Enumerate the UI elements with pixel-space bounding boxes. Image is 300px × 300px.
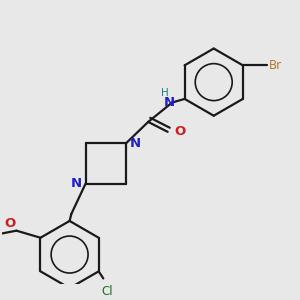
Text: O: O xyxy=(4,217,16,230)
Text: Cl: Cl xyxy=(102,285,113,298)
Text: H: H xyxy=(160,88,168,98)
Text: O: O xyxy=(174,125,185,138)
Text: N: N xyxy=(164,96,175,109)
Text: N: N xyxy=(71,177,82,190)
Text: Br: Br xyxy=(269,59,283,72)
Text: N: N xyxy=(130,136,141,150)
